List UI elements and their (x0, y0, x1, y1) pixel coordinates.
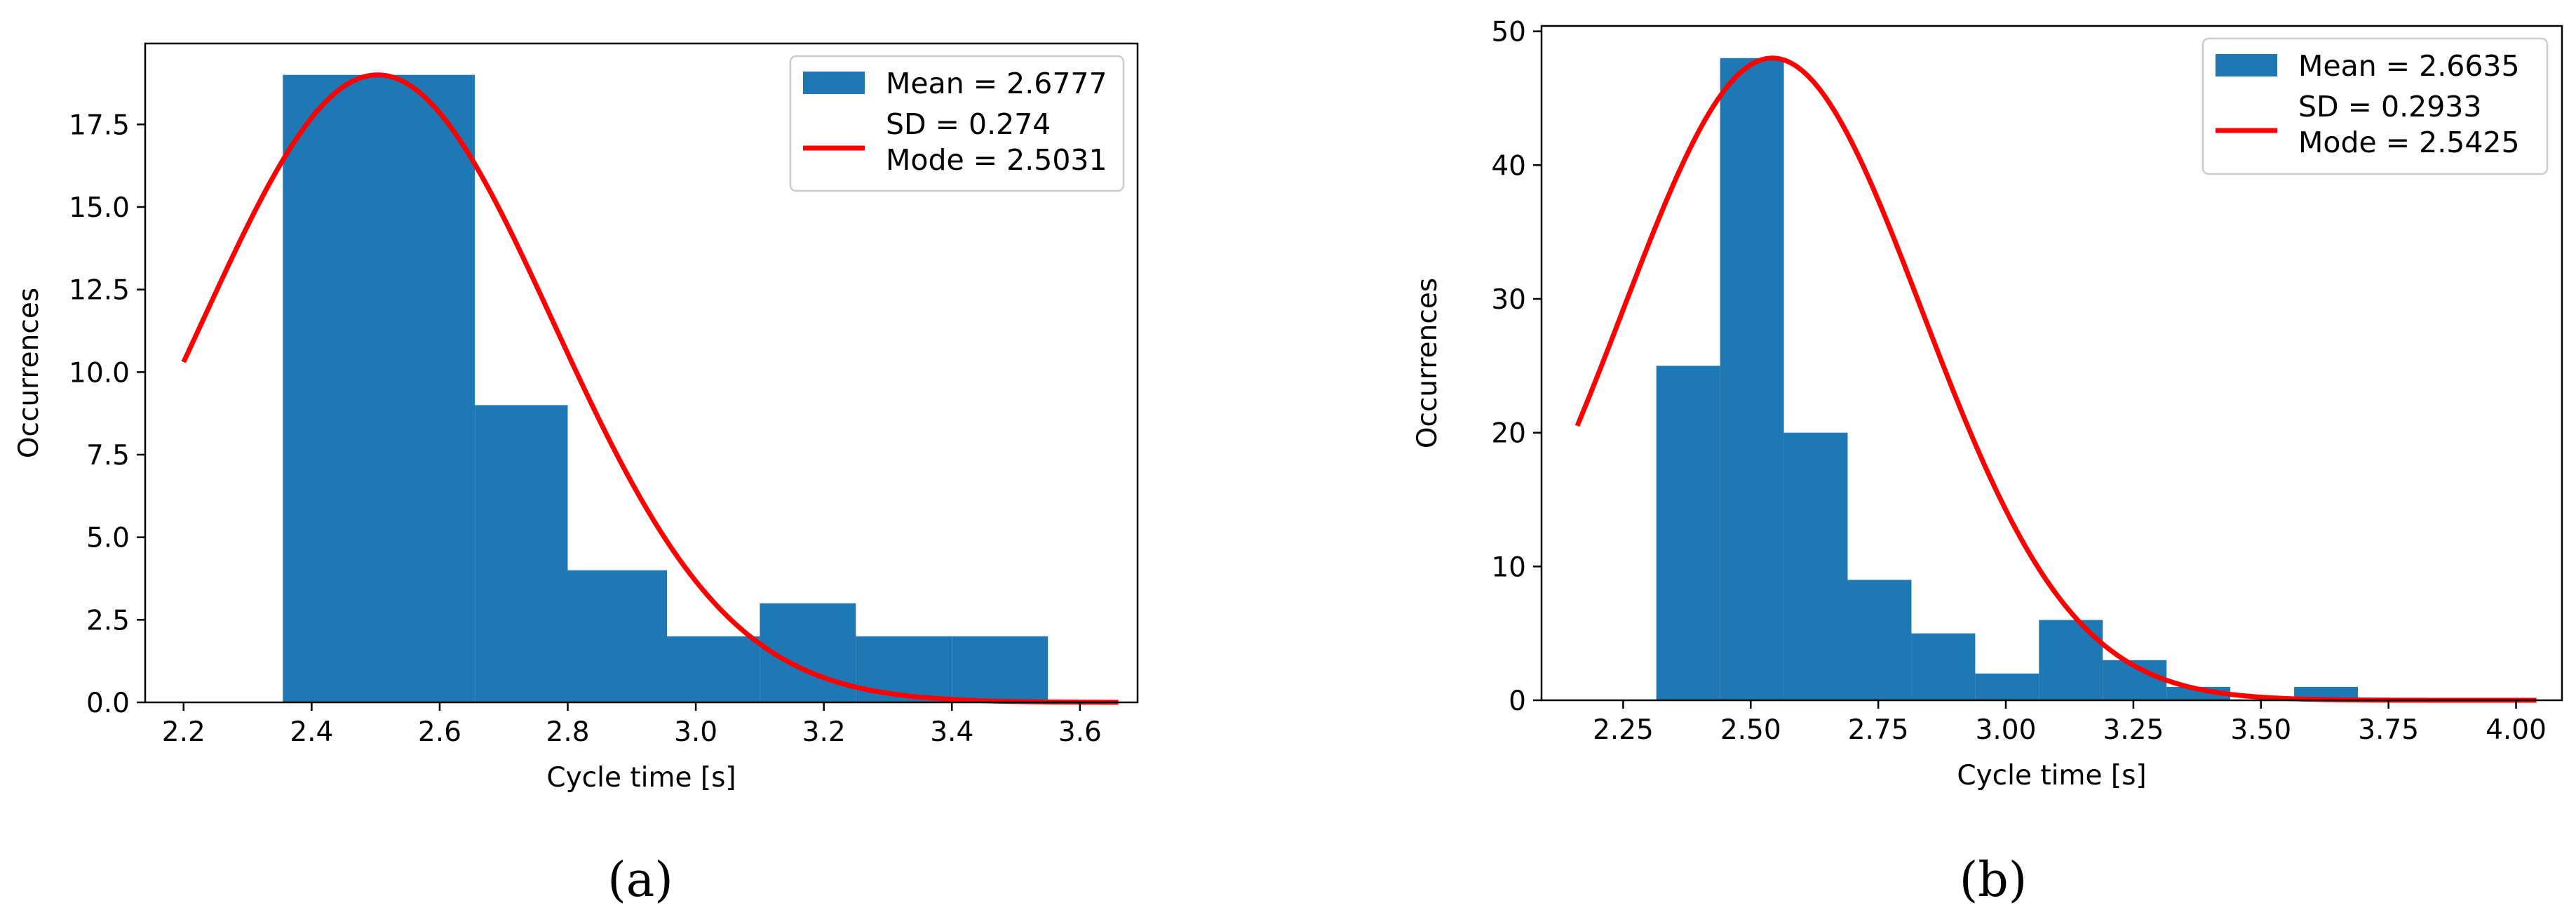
histogram-bar (1720, 58, 1784, 700)
y-tick-label: 40 (1491, 150, 1526, 182)
histogram-panel-b: 2.25 2.50 2.75 3.00 3.25 3.50 3.75 4.00 0 10 20 30 4… (1412, 17, 2563, 908)
legend-line-label-sd: SD = 0.2933 (2298, 90, 2481, 123)
histogram-bar (1783, 432, 1848, 700)
legend-line-label-sd: SD = 0.274 (886, 107, 1051, 141)
panel-label: (a) (607, 853, 673, 908)
legend-bar-label: Mean = 2.6777 (886, 67, 1107, 100)
histogram-bar (1975, 673, 2039, 700)
legend-box (2201, 37, 2549, 175)
y-tick-label: 5.0 (86, 523, 130, 554)
x-tick-label: 3.50 (2230, 714, 2291, 746)
y-tick-label: 17.5 (69, 109, 130, 141)
axes-frame (1540, 25, 2563, 702)
x-tick-label: 2.4 (290, 716, 333, 748)
y-tick-label: 0.0 (86, 688, 130, 719)
histogram-bar (567, 570, 668, 702)
y-tick-label: 20 (1491, 418, 1526, 450)
x-tick-label: 2.6 (418, 716, 461, 748)
legend-box (789, 55, 1125, 192)
y-tick-label: 0 (1509, 686, 1526, 717)
y-axis-label: Occurrences (13, 288, 45, 458)
histogram-panel-a: 2.2 2.4 2.6 2.8 3.0 3.2 3.4 3.6 0.0 2.5 5.0 7.5 10.0… (13, 42, 1139, 908)
legend-line-label-mode: Mode = 2.5425 (2298, 126, 2520, 159)
x-axis-label: Cycle time [s] (1957, 760, 2146, 791)
histogram-bar (1847, 580, 1912, 700)
x-tick-label: 3.4 (930, 716, 973, 748)
x-tick-label: 3.25 (2103, 714, 2164, 746)
y-tick-label: 2.5 (86, 605, 130, 636)
histogram-bar (2039, 620, 2103, 700)
x-tick-label: 3.2 (802, 716, 846, 748)
y-tick-label: 50 (1491, 17, 1526, 48)
legend-bar-label: Mean = 2.6635 (2298, 49, 2520, 83)
y-tick-label: 10 (1491, 552, 1526, 583)
x-tick-label: 2.75 (1848, 714, 1909, 746)
x-tick-label: 2.8 (546, 716, 590, 748)
fit-curve (181, 72, 1119, 705)
histogram-bar (475, 405, 568, 702)
histogram-bar (667, 636, 760, 702)
legend-bar-swatch (803, 72, 865, 94)
y-axis-label: Occurrences (1412, 278, 1443, 448)
histogram-bar (1911, 633, 1976, 700)
panel-label: (b) (1960, 853, 2028, 908)
x-tick-label: 2.2 (162, 716, 205, 748)
histogram-bar (283, 74, 476, 702)
y-tick-label: 7.5 (86, 440, 130, 472)
histogram-bar (1656, 366, 1720, 700)
x-axis-label: Cycle time [s] (546, 762, 736, 794)
y-tick-label: 15.0 (69, 192, 130, 224)
legend-line-label-mode: Mode = 2.5031 (886, 143, 1107, 177)
x-tick-label: 2.50 (1720, 714, 1781, 746)
histogram-bar (952, 636, 1048, 702)
x-tick-label: 3.00 (1976, 714, 2037, 746)
x-tick-label: 3.6 (1058, 716, 1102, 748)
y-tick-label: 30 (1491, 284, 1526, 316)
x-tick-label: 2.25 (1593, 714, 1654, 746)
x-tick-label: 3.0 (674, 716, 717, 748)
y-tick-label: 12.5 (69, 275, 130, 307)
x-tick-label: 4.00 (2486, 714, 2547, 746)
x-tick-label: 3.75 (2358, 714, 2419, 746)
y-tick-label: 10.0 (69, 357, 130, 389)
legend-bar-swatch (2216, 54, 2277, 76)
